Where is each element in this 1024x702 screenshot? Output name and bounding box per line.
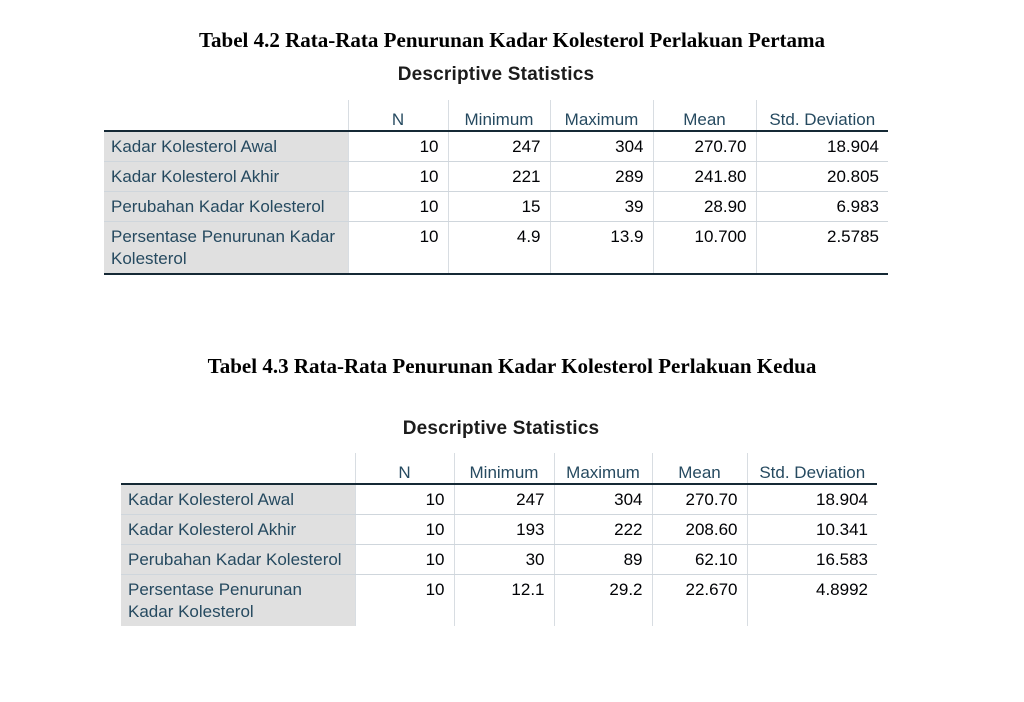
table-row: Persentase Penurunan Kadar Kolesterol 10…: [121, 574, 877, 626]
cell-minimum: 30: [453, 544, 554, 575]
cell-maximum: 39: [549, 191, 653, 222]
cell-maximum: 222: [553, 514, 652, 545]
table-header-row: N Minimum Maximum Mean Std. Deviation: [121, 453, 877, 484]
column-header-maximum: Maximum: [553, 453, 652, 484]
cell-mean: 208.60: [651, 514, 747, 545]
header-corner: [121, 453, 355, 484]
column-header-n: N: [347, 100, 448, 131]
cell-std-deviation: 10.341: [746, 514, 877, 545]
cell-mean: 28.90: [652, 191, 756, 222]
cell-n: 10: [354, 544, 454, 575]
row-label: Kadar Kolesterol Awal: [121, 484, 355, 515]
cell-minimum: 247: [447, 131, 550, 162]
cell-maximum: 304: [553, 484, 652, 515]
cell-minimum: 221: [447, 161, 550, 192]
column-header-mean: Mean: [651, 453, 747, 484]
cell-mean: 241.80: [652, 161, 756, 192]
cell-mean: 270.70: [652, 131, 756, 162]
cell-std-deviation: 4.8992: [746, 574, 877, 626]
row-label: Perubahan Kadar Kolesterol: [104, 191, 348, 222]
cell-maximum: 13.9: [549, 221, 653, 275]
cell-std-deviation: 2.5785: [755, 221, 888, 275]
table-row: Perubahan Kadar Kolesterol 10 30 89 62.1…: [121, 544, 877, 575]
column-header-mean: Mean: [652, 100, 756, 131]
cell-minimum: 247: [453, 484, 554, 515]
column-header-maximum: Maximum: [549, 100, 653, 131]
cell-maximum: 289: [549, 161, 653, 192]
cell-n: 10: [347, 191, 448, 222]
cell-minimum: 193: [453, 514, 554, 545]
table-row: Perubahan Kadar Kolesterol 10 15 39 28.9…: [104, 191, 888, 222]
cell-n: 10: [354, 514, 454, 545]
column-header-std-deviation: Std. Deviation: [746, 453, 877, 484]
cell-minimum: 15: [447, 191, 550, 222]
cell-std-deviation: 18.904: [746, 484, 877, 515]
table-title-2: Descriptive Statistics: [402, 418, 600, 439]
table-caption-1: Tabel 4.2 Rata-Rata Penurunan Kadar Kole…: [198, 28, 826, 52]
row-label: Kadar Kolesterol Awal: [104, 131, 348, 162]
cell-n: 10: [347, 131, 448, 162]
table-row: Kadar Kolesterol Awal 10 247 304 270.70 …: [104, 131, 888, 162]
descriptive-statistics-table-2: N Minimum Maximum Mean Std. Deviation Ka…: [121, 453, 877, 626]
row-label: Kadar Kolesterol Akhir: [121, 514, 355, 545]
cell-maximum: 304: [549, 131, 653, 162]
column-header-minimum: Minimum: [453, 453, 554, 484]
table-row: Kadar Kolesterol Awal 10 247 304 270.70 …: [121, 484, 877, 515]
cell-n: 10: [354, 574, 454, 626]
table-header-row: N Minimum Maximum Mean Std. Deviation: [104, 100, 888, 131]
table-row: Persentase Penurunan Kadar Kolesterol 10…: [104, 221, 888, 275]
cell-n: 10: [354, 484, 454, 515]
header-corner: [104, 100, 348, 131]
cell-maximum: 89: [553, 544, 652, 575]
cell-n: 10: [347, 161, 448, 192]
column-header-n: N: [354, 453, 454, 484]
cell-minimum: 4.9: [447, 221, 550, 275]
cell-n: 10: [347, 221, 448, 275]
cell-minimum: 12.1: [453, 574, 554, 626]
cell-std-deviation: 18.904: [755, 131, 888, 162]
cell-mean: 62.10: [651, 544, 747, 575]
row-label: Persentase Penurunan Kadar Kolesterol: [104, 221, 348, 275]
cell-mean: 270.70: [651, 484, 747, 515]
cell-mean: 22.670: [651, 574, 747, 626]
column-header-std-deviation: Std. Deviation: [755, 100, 888, 131]
table-title-1: Descriptive Statistics: [397, 64, 595, 85]
row-label: Kadar Kolesterol Akhir: [104, 161, 348, 192]
column-header-minimum: Minimum: [447, 100, 550, 131]
table-row: Kadar Kolesterol Akhir 10 221 289 241.80…: [104, 161, 888, 192]
row-label: Perubahan Kadar Kolesterol: [121, 544, 355, 575]
cell-std-deviation: 16.583: [746, 544, 877, 575]
cell-mean: 10.700: [652, 221, 756, 275]
row-label: Persentase Penurunan Kadar Kolesterol: [121, 574, 355, 626]
descriptive-statistics-table-1: N Minimum Maximum Mean Std. Deviation Ka…: [104, 100, 888, 275]
cell-maximum: 29.2: [553, 574, 652, 626]
cell-std-deviation: 20.805: [755, 161, 888, 192]
cell-std-deviation: 6.983: [755, 191, 888, 222]
table-row: Kadar Kolesterol Akhir 10 193 222 208.60…: [121, 514, 877, 545]
table-caption-2: Tabel 4.3 Rata-Rata Penurunan Kadar Kole…: [207, 354, 817, 378]
